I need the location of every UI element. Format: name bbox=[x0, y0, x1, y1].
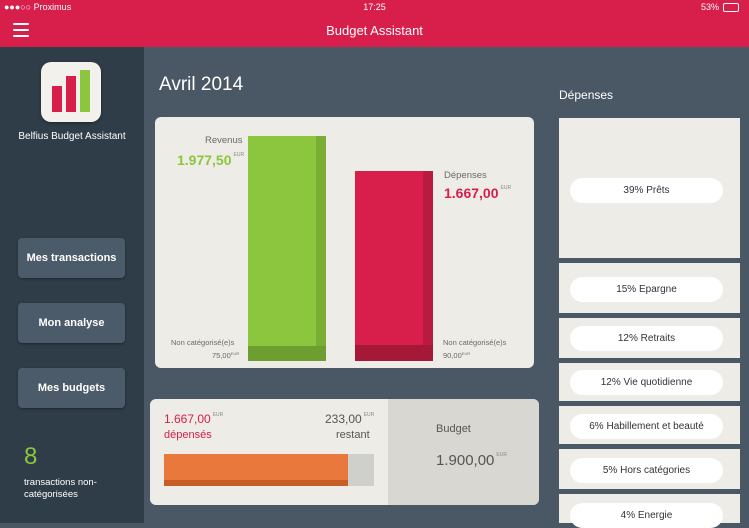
expense-category-pill[interactable]: 15% Epargne bbox=[570, 277, 723, 302]
sidebar bbox=[0, 47, 144, 523]
battery-icon bbox=[723, 3, 739, 12]
depenses-uncat-label: Non catégorisé(e)s bbox=[443, 338, 507, 347]
transactions-button[interactable]: Mes transactions bbox=[18, 238, 125, 278]
expense-category-pill[interactable]: 4% Energie bbox=[570, 503, 723, 528]
status-time: 17:25 bbox=[363, 2, 386, 12]
status-bar: ●●●○○ Proximus 17:25 53% bbox=[0, 0, 749, 14]
remaining-label: restant bbox=[336, 429, 370, 441]
expense-category-pill[interactable]: 39% Prêts bbox=[570, 178, 723, 203]
budget-progress-track bbox=[164, 454, 374, 486]
income-expense-chart[interactable]: Revenus 1.977,50 EUR Dépenses 1.667,00 EUR… bbox=[155, 117, 534, 368]
expense-category-pill[interactable]: 6% Habillement et beauté bbox=[570, 414, 723, 439]
budgets-button[interactable]: Mes budgets bbox=[18, 368, 125, 408]
budget-panel: Budget 1.900,00 EUR bbox=[388, 399, 539, 505]
revenus-bar[interactable] bbox=[248, 136, 327, 361]
revenus-uncat-value: 75,00EUR bbox=[212, 351, 240, 360]
budget-value: 1.900,00 EUR bbox=[436, 452, 507, 469]
spent-label: dépensés bbox=[164, 429, 212, 441]
depenses-uncat-value: 90,00EUR bbox=[443, 351, 471, 360]
budget-card[interactable]: 1.667,00 EUR dépensés 233,00 EUR restant B… bbox=[150, 399, 539, 505]
analysis-button[interactable]: Mon analyse bbox=[18, 303, 125, 343]
revenus-label: Revenus bbox=[205, 135, 243, 146]
expenses-panel-title: Dépenses bbox=[559, 88, 614, 102]
expense-category-pill[interactable]: 12% Vie quotidienne bbox=[570, 370, 723, 395]
app-logo-icon bbox=[41, 62, 101, 122]
remaining-value: 233,00 EUR bbox=[325, 412, 375, 426]
month-title: Avril 2014 bbox=[159, 74, 244, 95]
depenses-value: 1.667,00 EUR bbox=[444, 185, 512, 201]
expense-category-pill[interactable]: 12% Retraits bbox=[570, 326, 723, 351]
depenses-label: Dépenses bbox=[444, 170, 487, 181]
budget-progress-fill bbox=[164, 454, 349, 486]
page-title: Budget Assistant bbox=[326, 23, 423, 38]
revenus-value: 1.977,50 EUR bbox=[177, 152, 245, 168]
app-name: Belfius Budget Assistant bbox=[18, 131, 126, 142]
nav-bar: Budget Assistant bbox=[0, 14, 749, 47]
budget-label: Budget bbox=[436, 423, 471, 435]
depenses-bar[interactable] bbox=[355, 171, 433, 361]
menu-icon[interactable] bbox=[13, 23, 29, 37]
uncategorized-count[interactable]: 8 bbox=[24, 443, 38, 470]
uncategorized-label[interactable]: transactions non-catégorisées bbox=[24, 477, 97, 500]
carrier-label: ●●●○○ Proximus bbox=[4, 2, 72, 12]
battery-level: 53% bbox=[700, 2, 719, 12]
expense-category-pill[interactable]: 5% Hors catégories bbox=[570, 458, 723, 483]
revenus-uncat-label: Non catégorisé(e)s bbox=[171, 338, 235, 347]
spent-value: 1.667,00 EUR bbox=[164, 412, 224, 426]
